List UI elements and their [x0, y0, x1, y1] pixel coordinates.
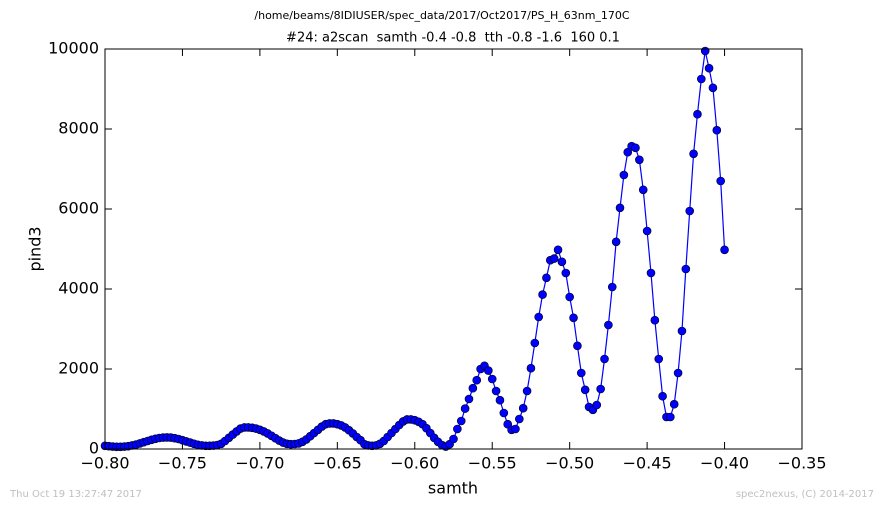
data-point [499, 408, 509, 418]
x-tick-label: −0.40 [700, 454, 749, 473]
footer-right: spec2nexus, (C) 2014-2017 [736, 489, 874, 500]
x-tick-label: −0.80 [80, 454, 129, 473]
data-point [666, 412, 675, 422]
data-point [453, 424, 462, 434]
data-point [716, 176, 725, 186]
data-point [530, 338, 540, 348]
y-axis-label: pind3 [26, 226, 45, 271]
y-tick-label: 2000 [58, 359, 99, 378]
data-point [700, 46, 710, 56]
data-point [631, 143, 640, 153]
y-tick-label: 6000 [58, 199, 99, 218]
data-point [604, 320, 613, 330]
data-point [607, 282, 617, 292]
data-point [611, 237, 621, 247]
x-tick-label: −0.60 [390, 454, 439, 473]
data-point [534, 312, 543, 322]
x-axis-label: samth [428, 479, 478, 498]
data-point [720, 245, 729, 255]
data-point [623, 147, 633, 157]
data-point [673, 368, 683, 378]
footer-left: Thu Oct 19 13:27:47 2017 [9, 489, 142, 500]
data-point [526, 363, 536, 373]
data-point [472, 375, 482, 385]
data-point [561, 268, 571, 278]
data-point [592, 400, 602, 410]
data-point [654, 354, 664, 364]
data-point [553, 245, 563, 255]
data-point [677, 326, 687, 336]
suptitle: /home/beams/8IDIUSER/spec_data/2017/Oct2… [254, 9, 630, 22]
data-point [464, 394, 474, 404]
data-point [708, 83, 718, 93]
data-point [642, 226, 652, 236]
data-point [697, 74, 706, 84]
data-point [518, 403, 528, 413]
plot-frame [104, 48, 803, 450]
data-point [484, 366, 493, 375]
data-point [557, 257, 567, 267]
data-point [681, 264, 691, 274]
data-point [549, 254, 559, 263]
data-point [538, 290, 547, 299]
data-point [491, 386, 501, 396]
data-point [619, 170, 629, 180]
data-point [712, 125, 722, 135]
data-point [456, 416, 466, 426]
data-point [669, 399, 679, 409]
data-point [615, 203, 625, 213]
data-point [495, 395, 505, 405]
data-point [693, 109, 702, 119]
data-point [600, 354, 609, 364]
data-point [689, 149, 698, 159]
data-point [573, 341, 582, 351]
data-point [569, 313, 578, 323]
data-point [658, 391, 667, 401]
x-tick-label: −0.45 [623, 454, 672, 473]
chart-title: #24: a2scan samth -0.4 -0.8 tth -0.8 -1.… [286, 31, 620, 46]
data-point [449, 434, 458, 444]
data-point [522, 386, 532, 396]
data-point [704, 63, 714, 73]
y-tick-label: 8000 [58, 119, 99, 138]
x-tick-label: −0.70 [235, 454, 284, 473]
x-tick-label: −0.35 [777, 454, 826, 473]
data-point [635, 155, 644, 165]
x-tick-label: −0.50 [545, 454, 594, 473]
data-point [460, 404, 470, 413]
data-point [580, 385, 590, 395]
x-tick-label: −0.65 [313, 454, 362, 473]
data-point [487, 374, 497, 384]
data-point [596, 384, 605, 394]
y-tick-label: 10000 [48, 39, 99, 58]
x-tick-label: −0.55 [468, 454, 517, 473]
data-point [646, 268, 656, 278]
data-point [542, 273, 551, 283]
y-tick-label: 0 [89, 439, 99, 458]
data-point [511, 424, 520, 434]
data-point [565, 292, 574, 302]
data-point [576, 368, 586, 378]
x-tick-label: −0.75 [158, 454, 207, 473]
data-point [515, 414, 524, 424]
y-tick-label: 4000 [58, 279, 99, 298]
data-point [468, 383, 478, 393]
data-point [685, 206, 695, 216]
data-point [650, 315, 660, 325]
data-point [638, 185, 648, 195]
